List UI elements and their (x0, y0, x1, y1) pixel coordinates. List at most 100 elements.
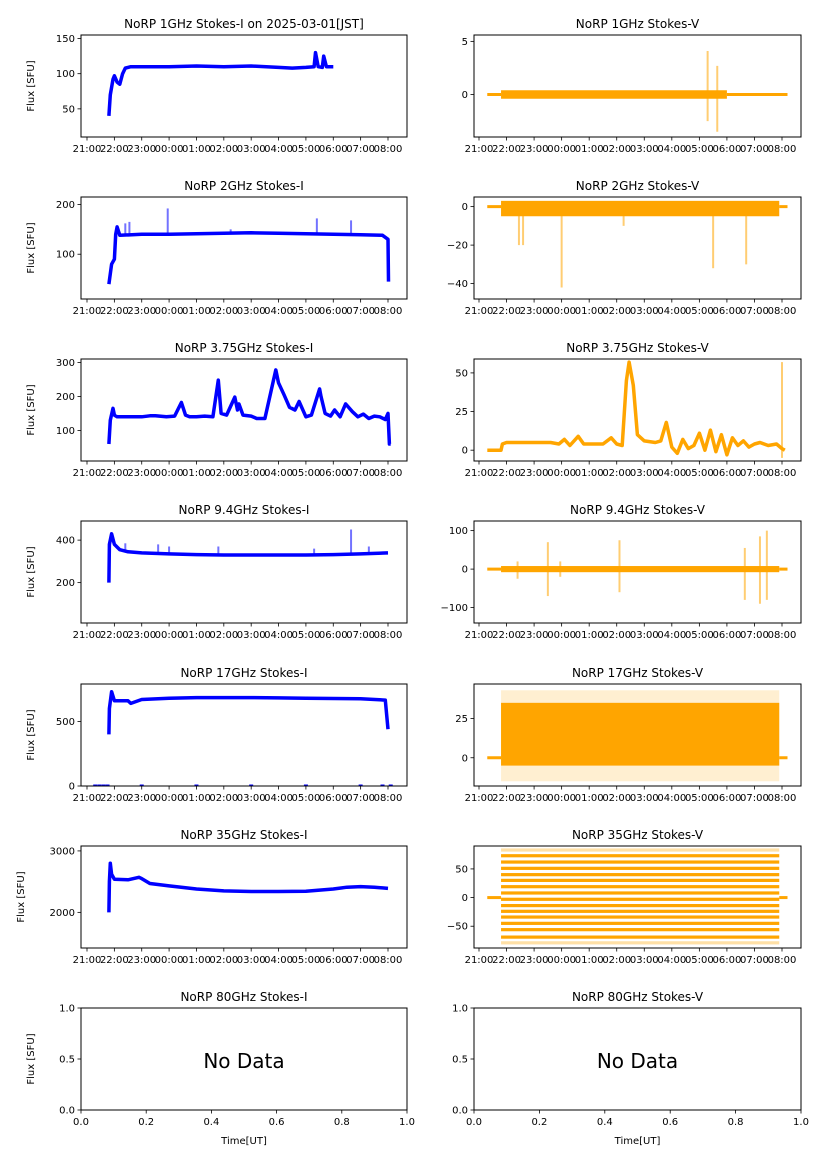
y-tick-label: 50 (455, 368, 468, 379)
x-tick-label: 04:00 (264, 630, 293, 641)
chart-title: NoRP 80GHz Stokes-I (180, 990, 307, 1004)
x-tick-label: 23:00 (127, 144, 156, 155)
panel-9.4GHz-I: NoRP 9.4GHz Stokes-I Flux [SFU] 200 400 21:0… (26, 503, 408, 641)
x-tick-label: 07:00 (346, 468, 375, 479)
noise-band (501, 200, 780, 217)
x-tick-label: 05:00 (291, 955, 320, 966)
quantized-level (501, 897, 780, 901)
series-line (107, 861, 389, 913)
x-tick-label: 22:00 (492, 144, 521, 155)
x-tick-label: 06:00 (319, 955, 348, 966)
x-tick-label: 22:00 (100, 144, 129, 155)
plot-area (487, 530, 788, 604)
noise-band (501, 566, 780, 573)
quantized-level (501, 860, 780, 864)
y-tick-label: 5 (462, 37, 468, 48)
x-tick-label: 07:00 (346, 306, 375, 317)
panel-35GHz-I: NoRP 35GHz Stokes-I Flux [SFU] 2000 3000 21:… (16, 828, 408, 966)
x-tick-label: 23:00 (127, 306, 156, 317)
x-tick-label: 08:00 (374, 955, 403, 966)
zero-mark (97, 784, 102, 786)
y-tick-label: 300 (56, 358, 75, 369)
plot-area (107, 861, 389, 913)
x-tick-label: 00:00 (547, 955, 576, 966)
y-tick-label: 0 (462, 565, 468, 576)
x-tick-label: 23:00 (127, 793, 156, 804)
chart-title: NoRP 9.4GHz Stokes-V (570, 503, 706, 517)
x-tick-label: 0.4 (203, 1117, 219, 1128)
y-tick-label: 3000 (50, 846, 75, 857)
y-tick-label: 50 (62, 104, 75, 115)
y-tick-label: 400 (56, 536, 75, 547)
x-tick-label: 08:00 (374, 793, 403, 804)
y-tick-label: 0 (462, 893, 468, 904)
plot-area (487, 200, 788, 288)
x-tick-label: 1.0 (399, 1117, 415, 1128)
x-tick-label: 05:00 (685, 793, 714, 804)
x-tick-label: 03:00 (630, 955, 659, 966)
y-tick-label: 100 (449, 526, 468, 537)
y-tick-label: 1.0 (59, 1004, 75, 1015)
x-tick-label: 22:00 (100, 306, 129, 317)
x-tick-label: 01:00 (182, 955, 211, 966)
y-tick-label: 100 (56, 426, 75, 437)
x-tick-label: 08:00 (374, 144, 403, 155)
y-tick-label: 0 (462, 90, 468, 101)
x-tick-label: 22:00 (492, 468, 521, 479)
chart-title: NoRP 3.75GHz Stokes-I (175, 341, 314, 355)
y-tick-label: 1.0 (452, 1004, 468, 1015)
x-tick-label: 06:00 (319, 144, 348, 155)
x-tick-label: 05:00 (291, 468, 320, 479)
axes-frame (473, 196, 802, 300)
axes-frame (473, 845, 802, 949)
x-tick-label: 01:00 (182, 630, 211, 641)
series-line (107, 225, 391, 285)
x-tick-label: 01:00 (182, 793, 211, 804)
x-tick-label: 03:00 (237, 793, 266, 804)
x-tick-label: 07:00 (346, 955, 375, 966)
x-tick-label: 08:00 (768, 630, 797, 641)
x-tick-label: 00:00 (155, 306, 184, 317)
x-tick-label: 05:00 (685, 306, 714, 317)
x-tick-label: 21:00 (465, 468, 494, 479)
chart-title: NoRP 35GHz Stokes-I (180, 828, 307, 842)
x-tick-label: 06:00 (712, 630, 741, 641)
x-tick-label: 03:00 (630, 468, 659, 479)
x-tick-label: 00:00 (547, 306, 576, 317)
panel-9.4GHz-V: NoRP 9.4GHz Stokes-V −100 0 100 21:0022:0023… (441, 503, 802, 641)
x-tick-label: 08:00 (768, 144, 797, 155)
y-tick-label: −50 (447, 922, 468, 933)
chart-title: NoRP 80GHz Stokes-V (572, 990, 704, 1004)
chart-title: NoRP 35GHz Stokes-V (572, 828, 704, 842)
quantized-level (501, 909, 780, 913)
x-tick-label: 21:00 (73, 955, 102, 966)
y-tick-label: −40 (447, 279, 468, 290)
x-tick-label: 23:00 (520, 144, 549, 155)
x-tick-label: 07:00 (346, 793, 375, 804)
x-tick-label: 05:00 (685, 144, 714, 155)
x-tick-label: 05:00 (685, 468, 714, 479)
y-tick-label: 0 (462, 753, 468, 764)
panel-17GHz-V: NoRP 17GHz Stokes-V 0 25 21:0022:0023:0000:… (455, 666, 802, 804)
y-axis-label: Flux [SFU] (16, 871, 27, 922)
x-tick-label: 01:00 (182, 468, 211, 479)
plot-area (107, 50, 334, 117)
x-tick-label: 22:00 (100, 955, 129, 966)
x-tick-label: 07:00 (740, 306, 769, 317)
x-tick-label: 06:00 (712, 793, 741, 804)
y-axis-label: Flux [SFU] (26, 60, 37, 111)
x-tick-label: 23:00 (127, 955, 156, 966)
x-tick-label: 08:00 (768, 955, 797, 966)
axes-frame (80, 358, 408, 462)
x-tick-label: 00:00 (155, 468, 184, 479)
x-tick-label: 00:00 (547, 468, 576, 479)
x-tick-label: 0.2 (138, 1117, 154, 1128)
x-tick-label: 0.0 (73, 1117, 89, 1128)
x-tick-label: 00:00 (155, 144, 184, 155)
series-line (107, 532, 389, 583)
x-tick-label: 06:00 (319, 306, 348, 317)
axes-frame (80, 196, 408, 300)
x-tick-label: 06:00 (712, 144, 741, 155)
x-tick-label: 04:00 (657, 630, 686, 641)
